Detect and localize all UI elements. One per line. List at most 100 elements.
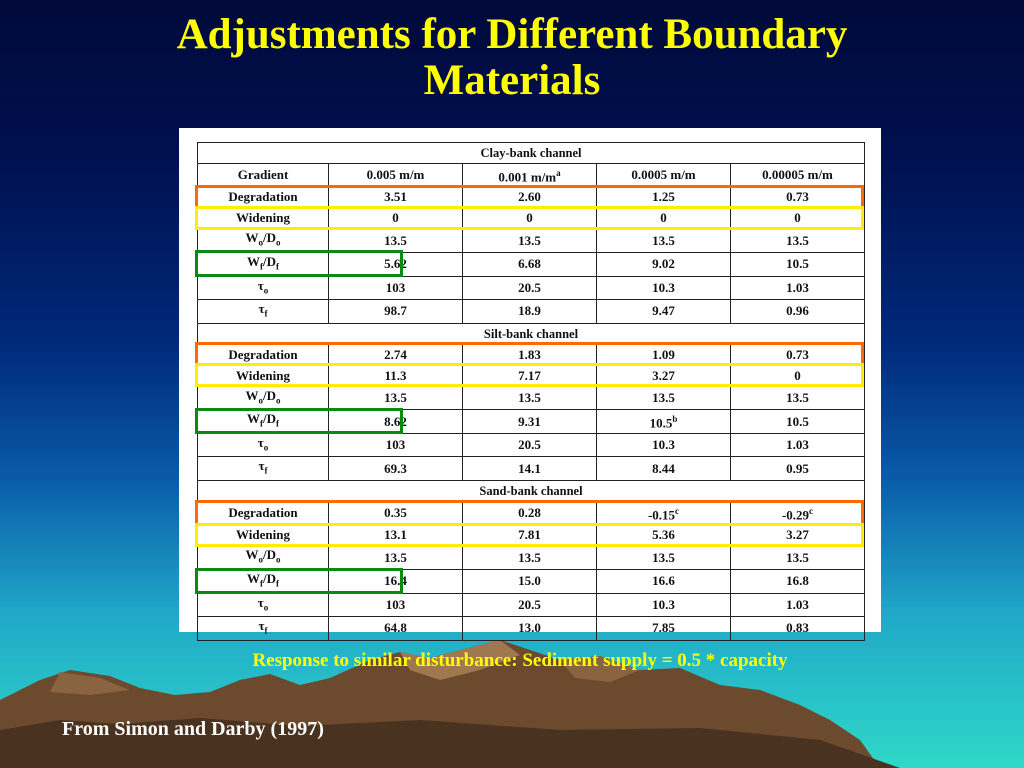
table-cell: 13.5 — [328, 545, 463, 570]
label-subscript: o — [263, 602, 269, 613]
table-cell: 13.5 — [730, 228, 865, 253]
section-title: Clay-bank channel — [197, 142, 865, 164]
table-cell: 13.5 — [462, 385, 597, 411]
table-cell: 10.5b — [596, 409, 731, 434]
label-subscript: o — [276, 555, 281, 565]
wf-highlight — [194, 407, 404, 435]
table-row: τf 98.7 18.9 9.47 0.96 — [197, 299, 865, 324]
table-cell: 103 — [328, 275, 463, 301]
table-cell: 69.3 — [328, 456, 463, 482]
table-cell: 13.1 — [328, 524, 463, 547]
column-header-row: Gradient 0.005 m/m 0.001 m/ma 0.0005 m/m 0.0… — [197, 162, 865, 188]
table-cell: 6.68 — [462, 251, 597, 277]
table-cell: 0.96 — [730, 299, 865, 324]
table-cell: 7.85 — [596, 616, 731, 641]
cell-footnote: c — [675, 506, 680, 517]
table-cell: 1.03 — [730, 432, 865, 458]
section-title: Sand-bank channel — [197, 480, 865, 503]
table-cell: 16.8 — [730, 569, 865, 594]
label-subscript: o — [276, 395, 281, 406]
table-cell: 9.47 — [596, 299, 731, 324]
table-row: τo 103 20.5 10.3 1.03 — [197, 432, 865, 458]
data-table-card: Clay-bank channel Gradient 0.005 m/m 0.001 … — [179, 128, 881, 641]
table-row: Widening 13.1 7.81 5.36 3.27 — [197, 524, 865, 547]
table-cell: 1.03 — [730, 275, 865, 301]
source-credit: From Simon and Darby (1997) — [62, 718, 324, 740]
table-row: Wo/Do 13.5 13.5 13.5 13.5 — [197, 228, 865, 253]
section-header-row: Clay-bank channel — [197, 142, 865, 164]
row-label: Wo/Do — [197, 545, 329, 570]
table-cell: 13.5 — [730, 545, 865, 570]
label-subscript: f — [264, 308, 268, 319]
label-subscript: o — [263, 442, 269, 453]
label-subscript: o — [258, 555, 264, 565]
table-cell: 20.5 — [462, 432, 597, 458]
widening-highlight — [194, 205, 864, 230]
table-row: τf 69.3 14.1 8.44 0.95 — [197, 456, 865, 482]
table-cell: -0.29c — [730, 501, 865, 526]
boundary-materials-table: Clay-bank channel Gradient 0.005 m/m 0.001 … — [197, 142, 865, 641]
wf-highlight — [194, 250, 404, 278]
table-cell: 13.5 — [596, 228, 731, 253]
table-cell: 13.5 — [462, 545, 597, 570]
table-row: Widening 0 0 0 0 — [197, 207, 865, 230]
slide-title: Adjustments for Different Boundary Mater… — [0, 12, 1024, 104]
table-cell: 14.1 — [462, 456, 597, 482]
table-row: Degradation 2.74 1.83 1.09 0.73 — [197, 343, 865, 366]
label-subscript: f — [260, 261, 263, 272]
table-cell: 13.5 — [328, 228, 463, 253]
row-label: Wf/Df — [197, 251, 329, 277]
table-cell: 0.83 — [730, 616, 865, 641]
table-row: τf 64.8 13.0 7.85 0.83 — [197, 616, 865, 641]
column-header: 0.0005 m/m — [596, 162, 731, 188]
table-row: Degradation 3.51 2.60 1.25 0.73 — [197, 186, 865, 209]
label-subscript: o — [276, 237, 281, 248]
table-row: τo 103 20.5 10.3 1.03 — [197, 275, 865, 301]
label-subscript: f — [276, 418, 279, 429]
table-cell: 103 — [328, 592, 463, 618]
table-row: Wo/Do 13.5 13.5 13.5 13.5 — [197, 385, 865, 411]
table-cell: 13.5 — [596, 545, 731, 570]
row-label: Wf/Df — [197, 569, 329, 594]
mountain-landscape — [0, 640, 900, 768]
cell-footnote: b — [672, 414, 678, 425]
title-line-1: Adjustments for Different Boundary — [176, 11, 848, 58]
row-label: τf — [197, 456, 329, 482]
response-note: Response to similar disturbance: Sedimen… — [252, 650, 788, 671]
table-cell: 64.8 — [328, 616, 463, 641]
table-cell: 15.0 — [462, 569, 597, 594]
section-header-row: Silt-bank channel — [197, 322, 865, 345]
row-label: τo — [197, 275, 329, 301]
label-subscript: o — [258, 237, 264, 248]
widening-highlight — [194, 363, 864, 388]
table-cell: 13.5 — [462, 228, 597, 253]
label-subscript: f — [260, 578, 263, 589]
table-cell: 10.5 — [730, 409, 865, 434]
row-label: Wo/Do — [197, 228, 329, 253]
row-label: τo — [197, 592, 329, 618]
row-label: Degradation — [197, 186, 329, 209]
column-footnote: a — [556, 168, 561, 178]
table-cell: 10.5 — [730, 251, 865, 277]
table-cell: 8.44 — [596, 456, 731, 482]
table-cell: 9.02 — [596, 251, 731, 277]
wf-highlight — [194, 567, 404, 595]
table-row: Wo/Do 13.5 13.5 13.5 13.5 — [197, 545, 865, 570]
table-cell: 13.5 — [730, 385, 865, 411]
label-subscript: f — [260, 418, 263, 429]
column-header: 0.001 m/ma — [462, 162, 597, 188]
column-header: 0.005 m/m — [328, 162, 463, 188]
widening-highlight — [194, 522, 864, 547]
table-cell: 13.0 — [462, 616, 597, 641]
label-subscript: f — [276, 261, 279, 272]
section-header-row: Sand-bank channel — [197, 480, 865, 503]
table-cell: 20.5 — [462, 592, 597, 618]
row-label: Wo/Do — [197, 385, 329, 411]
table-cell: 20.5 — [462, 275, 597, 301]
row-label: τf — [197, 299, 329, 324]
table-cell: 98.7 — [328, 299, 463, 324]
table-cell: 103 — [328, 432, 463, 458]
table-cell: 1.03 — [730, 592, 865, 618]
table-cell: 13.5 — [596, 385, 731, 411]
table-row: Wf/Df 5.62 6.68 9.02 10.5 — [197, 251, 865, 277]
